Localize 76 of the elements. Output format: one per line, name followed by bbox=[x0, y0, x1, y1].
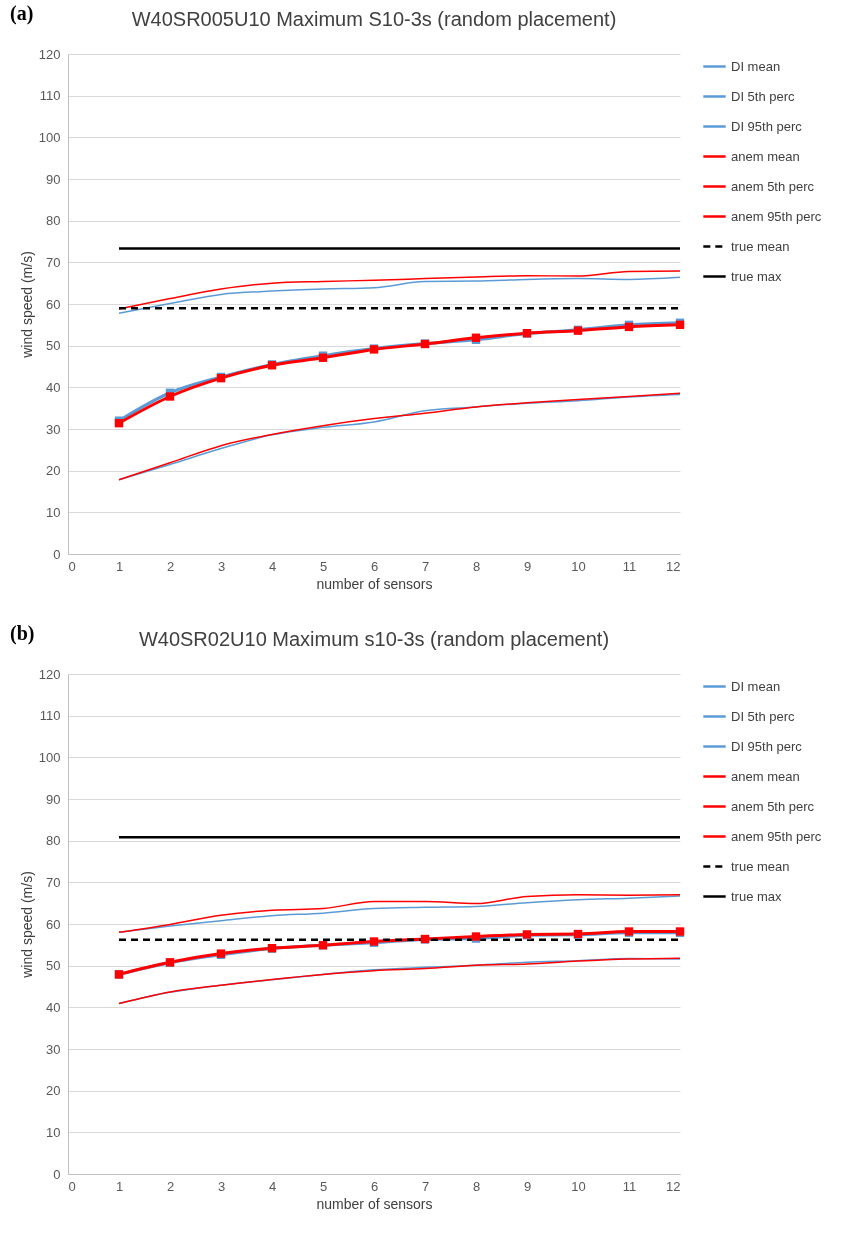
y-tick-label: 50 bbox=[46, 958, 61, 974]
y-tick-label: 80 bbox=[46, 833, 61, 849]
x-tick-label: 3 bbox=[217, 558, 226, 574]
x-tick-label: 8 bbox=[472, 1178, 481, 1194]
y-tick-label: 10 bbox=[46, 504, 61, 520]
x-tick-label: 7 bbox=[421, 1178, 430, 1194]
y-tick-label: 90 bbox=[46, 791, 61, 807]
x-tick-label: 12 bbox=[666, 1178, 681, 1194]
y-tick-label: 20 bbox=[46, 463, 61, 479]
x-tick-label: 1 bbox=[115, 558, 124, 574]
legend-label: anem 5th perc bbox=[731, 178, 815, 194]
y-tick-label: 70 bbox=[46, 254, 61, 270]
y-tick-label: 60 bbox=[46, 916, 61, 932]
legend-label: DI 95th perc bbox=[731, 118, 803, 134]
legend-label: DI 5th perc bbox=[731, 88, 796, 104]
x-tick-label: 11 bbox=[622, 558, 637, 574]
x-tick-label: 10 bbox=[571, 1178, 586, 1194]
x-tick-label: 3 bbox=[217, 1178, 226, 1194]
legend-label: DI 5th perc bbox=[731, 708, 796, 724]
legend-label: anem mean bbox=[731, 768, 800, 784]
y-tick-label: 120 bbox=[38, 46, 61, 62]
y-tick-label: 30 bbox=[46, 1041, 61, 1057]
y-tick-label: 80 bbox=[46, 213, 61, 229]
y-tick-label: 40 bbox=[46, 999, 61, 1015]
y-tick-label: 100 bbox=[38, 749, 61, 765]
legend-label: true max bbox=[731, 268, 783, 284]
x-tick-label: 9 bbox=[523, 1178, 532, 1194]
y-tick-label: 70 bbox=[46, 874, 61, 890]
x-axis-title: number of sensors bbox=[316, 1195, 433, 1212]
x-tick-label: 11 bbox=[622, 1178, 637, 1194]
legend-label: anem 5th perc bbox=[731, 798, 815, 814]
legend-label: anem 95th perc bbox=[731, 208, 822, 224]
y-tick-label: 0 bbox=[53, 546, 61, 562]
x-tick-label: 8 bbox=[472, 558, 481, 574]
text: (a) bbox=[10, 2, 34, 25]
chart-title: W40SR02U10 Maximum s10-3s (random placement) bbox=[138, 628, 610, 650]
x-tick-label: 7 bbox=[421, 558, 430, 574]
legend-label: true mean bbox=[731, 858, 790, 874]
y-tick-label: 90 bbox=[46, 171, 61, 187]
y-tick-label: 40 bbox=[46, 379, 61, 395]
legend-label: anem mean bbox=[731, 148, 800, 164]
y-tick-label: 10 bbox=[46, 1124, 61, 1140]
x-axis-title: number of sensors bbox=[316, 575, 433, 592]
legend-label: true max bbox=[731, 888, 783, 904]
y-tick-label: 110 bbox=[39, 708, 61, 724]
x-tick-label: 6 bbox=[370, 1178, 379, 1194]
x-tick-label: 4 bbox=[268, 1178, 277, 1194]
y-axis-title: wind speed (m/s) bbox=[18, 251, 35, 359]
text: (b) bbox=[10, 622, 35, 645]
x-tick-label: 12 bbox=[666, 558, 681, 574]
x-tick-label: 5 bbox=[319, 1178, 328, 1194]
x-tick-label: 4 bbox=[268, 558, 277, 574]
y-tick-label: 110 bbox=[39, 88, 61, 104]
x-tick-label: 10 bbox=[571, 558, 586, 574]
y-axis-title: wind speed (m/s) bbox=[18, 871, 35, 979]
y-tick-label: 30 bbox=[46, 421, 61, 437]
x-tick-label: 0 bbox=[68, 558, 76, 574]
y-tick-label: 50 bbox=[46, 338, 61, 354]
chart-title: W40SR005U10 Maximum S10-3s (random placement) bbox=[131, 8, 617, 30]
legend-label: DI mean bbox=[731, 678, 781, 694]
legend-label: anem 95th perc bbox=[731, 828, 822, 844]
y-tick-label: 100 bbox=[38, 129, 61, 145]
y-tick-label: 120 bbox=[38, 666, 61, 682]
x-tick-label: 6 bbox=[370, 558, 379, 574]
x-tick-label: 5 bbox=[319, 558, 328, 574]
y-tick-label: 20 bbox=[46, 1083, 61, 1099]
x-tick-label: 2 bbox=[166, 1178, 175, 1194]
y-tick-label: 0 bbox=[53, 1166, 61, 1182]
x-tick-label: 0 bbox=[68, 1178, 76, 1194]
legend-label: DI 95th perc bbox=[731, 738, 803, 754]
y-tick-label: 60 bbox=[46, 296, 61, 312]
legend-label: DI mean bbox=[731, 58, 781, 74]
x-tick-label: 9 bbox=[523, 558, 532, 574]
x-tick-label: 2 bbox=[166, 558, 175, 574]
x-tick-label: 1 bbox=[115, 1178, 124, 1194]
legend-label: true mean bbox=[731, 238, 790, 254]
